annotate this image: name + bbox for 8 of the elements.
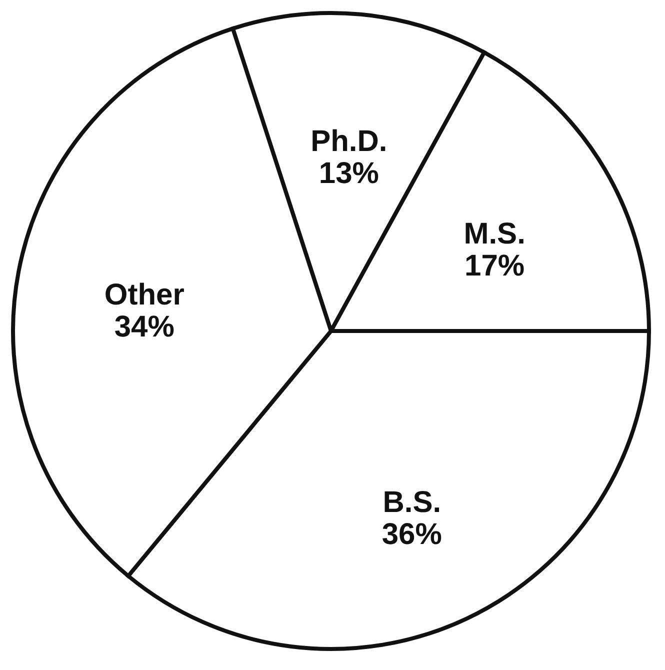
data-label: 36% xyxy=(382,518,442,551)
slice-label: B.S. xyxy=(382,486,442,519)
data-label: 13% xyxy=(318,156,379,190)
slice-label: M.S. xyxy=(464,217,526,250)
slice-label: Ph.D. xyxy=(310,124,388,158)
data-label: 34% xyxy=(114,310,174,344)
slice-label: Other xyxy=(104,278,185,312)
data-label: 17% xyxy=(464,249,525,282)
